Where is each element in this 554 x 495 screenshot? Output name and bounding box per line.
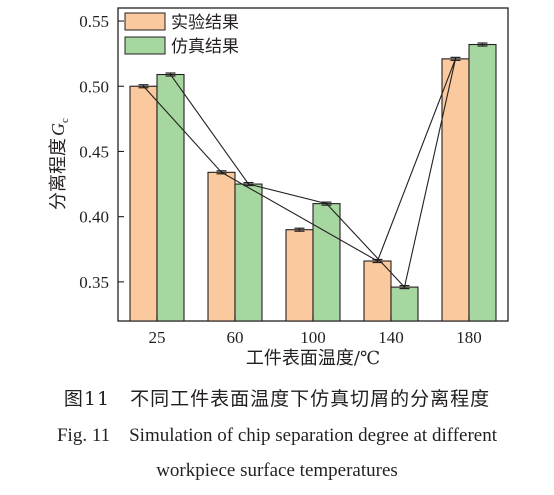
y-axis-label-symbol: G (48, 123, 68, 136)
bar-chart: 0.35 0.40 0.45 0.50 0.55 25 60 100 140 180 实验结果仿… (48, 7, 509, 369)
legend-swatch-experiment (124, 12, 166, 31)
y-axis-label-subscript: c (59, 118, 71, 123)
bars-layer (129, 43, 497, 322)
x-tick-label: 140 (378, 328, 404, 347)
x-axis-label: 工件表面温度/℃ (246, 348, 380, 369)
bar-simulation-140 (390, 286, 419, 322)
y-axis-label: 分离程度 Gc (48, 118, 71, 210)
legend-label-simulation: 仿真结果 (171, 37, 239, 57)
y-axis-label-text: 分离程度 (48, 138, 69, 210)
figure-caption-english-line1: Fig. 11 Simulation of chip separation de… (56, 425, 498, 446)
figure-caption-english-line2: workpiece surface temperatures (156, 460, 398, 481)
x-axis: 25 60 100 140 180 (149, 315, 482, 347)
x-tick-label: 60 (227, 328, 244, 347)
y-tick-label: 0.55 (79, 12, 109, 31)
bar-simulation-25 (156, 73, 185, 322)
y-tick-label: 0.35 (79, 273, 109, 292)
y-tick-label: 0.40 (79, 208, 109, 227)
bar-simulation-180 (468, 43, 497, 322)
bar-experiment-140 (363, 260, 392, 322)
bar-simulation-60 (234, 183, 263, 322)
bar-simulation-100 (312, 203, 341, 322)
bar-experiment-100 (285, 229, 314, 322)
figure-caption-chinese: 图11 不同工件表面温度下仿真切屑的分离程度 (63, 388, 491, 410)
legend-label-experiment: 实验结果 (171, 13, 239, 33)
x-tick-label: 100 (300, 328, 326, 347)
connector-polyline (143, 58, 457, 289)
legend-swatch-simulation (124, 36, 166, 55)
y-axis: 0.35 0.40 0.45 0.50 0.55 (79, 12, 124, 292)
bar-experiment-60 (207, 171, 236, 322)
y-tick-label: 0.45 (79, 142, 109, 161)
x-tick-label: 25 (149, 328, 166, 347)
bar-experiment-180 (441, 58, 470, 322)
x-tick-label: 180 (456, 328, 482, 347)
y-tick-label: 0.50 (79, 77, 109, 96)
connector-lines-layer (143, 58, 457, 289)
bar-experiment-25 (129, 85, 158, 322)
